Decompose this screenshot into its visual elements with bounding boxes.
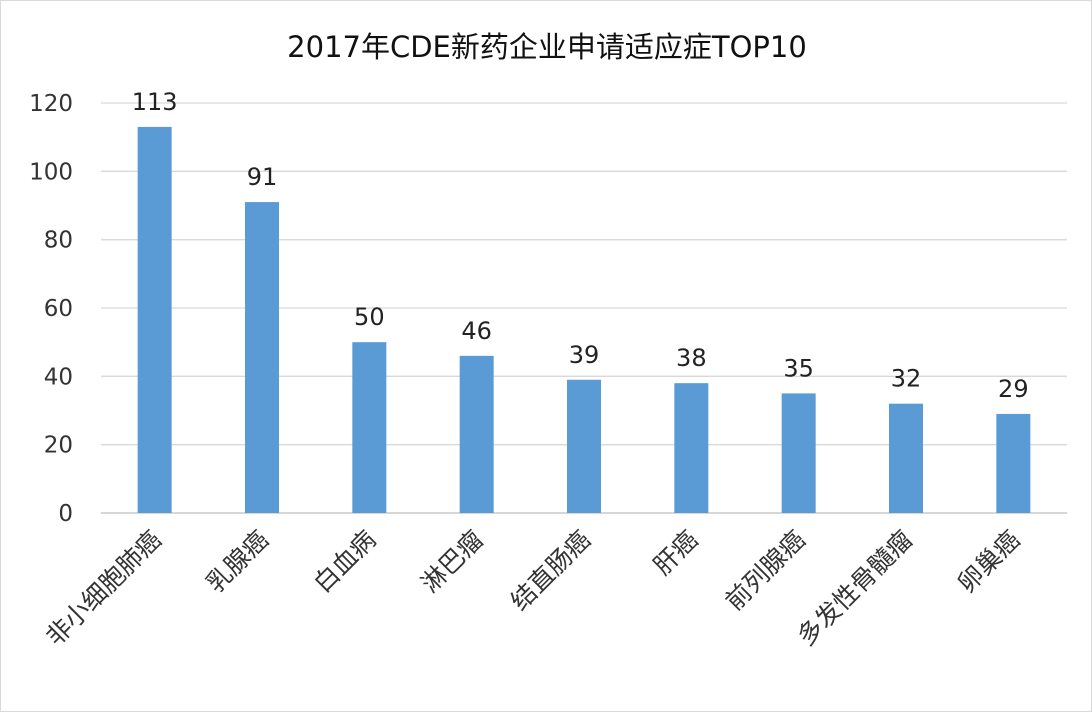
data-label: 91 [247,163,278,191]
data-label: 113 [132,88,178,116]
bar [567,379,601,513]
x-tick-label: 结直肠癌 [505,525,596,616]
data-labels: 113 91 50 46 39 38 35 32 29 [132,88,1029,403]
bars [137,126,1031,514]
data-label: 46 [461,317,492,345]
x-tick-label: 淋巴瘤 [415,525,489,599]
bar [137,126,172,514]
bar [996,413,1031,513]
y-tick-label: 20 [44,433,73,459]
x-tick-label: 白血病 [308,525,382,599]
bar [459,355,494,513]
bar [245,202,279,514]
x-tick-label: 卵巢癌 [952,525,1026,599]
x-tick-label: 多发性骨髓瘤 [792,525,919,652]
y-tick-label: 40 [44,364,73,390]
data-label: 50 [354,303,385,331]
data-label: 29 [998,375,1029,403]
data-label: 35 [783,354,814,382]
data-label: 38 [676,344,707,372]
y-axis-ticks: 0 20 40 60 80 100 120 [29,91,73,527]
x-tick-label: 乳腺癌 [201,525,275,599]
y-tick-label: 80 [44,228,73,254]
chart-title: 2017年CDE新药企业申请适应症TOP10 [287,30,807,64]
bar [674,383,709,513]
y-tick-label: 120 [29,91,73,117]
x-tick-label: 非小细胞肺癌 [40,525,167,652]
bar [889,403,923,513]
data-label: 32 [891,365,922,393]
y-tick-label: 100 [29,159,73,185]
x-tick-label: 前列腺癌 [720,525,811,616]
bar [352,342,387,513]
y-tick-label: 0 [58,501,73,527]
bar [781,393,816,513]
x-tick-label: 肝癌 [648,525,704,581]
y-tick-label: 60 [44,296,73,322]
data-label: 39 [569,341,600,369]
